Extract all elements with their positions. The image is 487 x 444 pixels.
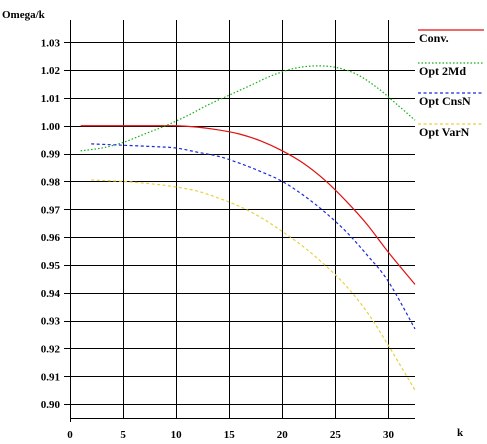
legend-label: Conv. [419, 31, 449, 45]
y-tick-label: 0.95 [41, 260, 61, 272]
legend-label: Opt CnsN [419, 94, 471, 108]
y-tick-label: 0.93 [41, 316, 61, 328]
y-axis-tick-labels: 0.90 0.91 0.92 0.93 0.94 0.95 0.96 0.97 0.98 0.99… [41, 37, 61, 411]
x-tick-label: 30 [383, 429, 395, 441]
y-tick-label: 0.91 [41, 371, 60, 383]
y-tick-label: 0.97 [41, 204, 61, 216]
y-tick-label: 0.92 [41, 343, 61, 355]
y-tick-label: 1.03 [41, 37, 61, 49]
y-tick-label: 0.90 [41, 399, 61, 411]
axes [70, 20, 415, 422]
x-axis-tick-labels: 0 5 10 15 20 25 30 [67, 429, 394, 441]
grid-lines [64, 20, 415, 418]
y-tick-label: 0.96 [41, 232, 61, 244]
x-tick-label: 15 [224, 429, 236, 441]
series-line-opt-cnsn [91, 143, 416, 330]
y-tick-label: 0.99 [41, 149, 61, 161]
series-lines [80, 65, 416, 391]
x-tick-label: 0 [67, 429, 73, 441]
x-axis-label: k [457, 427, 464, 439]
legend-label: Opt VarN [419, 125, 470, 139]
y-tick-label: 1.00 [41, 121, 61, 133]
y-axis-label: Omega/k [2, 9, 46, 21]
x-tick-label: 25 [330, 429, 342, 441]
series-line-conv [80, 125, 416, 285]
series-line-opt-varn [91, 179, 416, 391]
legend: Conv. Opt 2Md Opt CnsN Opt VarN [418, 29, 484, 139]
y-tick-label: 1.01 [41, 93, 60, 105]
x-tick-label: 20 [277, 429, 289, 441]
series-line-opt-2md [80, 65, 416, 152]
y-tick-label: 0.94 [41, 288, 61, 300]
legend-label: Opt 2Md [419, 64, 466, 78]
x-tick-label: 10 [171, 429, 183, 441]
y-tick-label: 1.02 [41, 65, 61, 77]
y-tick-label: 0.98 [41, 176, 61, 188]
x-tick-label: 5 [120, 429, 126, 441]
